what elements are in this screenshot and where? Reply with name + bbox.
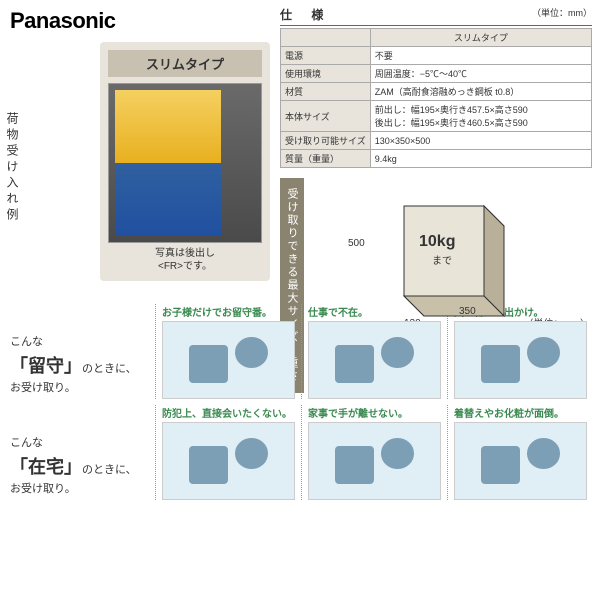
tile-illustration [454,422,587,500]
product-title: スリムタイプ [108,50,262,77]
box-3d-icon [374,196,534,326]
spec-column-header: スリムタイプ [370,29,591,47]
scenario-tile: 着替えやお化粧が面倒。 [447,405,587,500]
section-text: こんな「留守」のときに、お受け取り。 [10,304,155,398]
brand-logo: Panasonic [4,8,276,34]
tile-illustration [454,321,587,399]
spec-row-label: 使用環境 [281,65,371,83]
tile-illustration [308,422,441,500]
spec-row-value: 130×350×500 [370,132,591,150]
spec-row-label: 本体サイズ [281,101,371,132]
product-box: スリムタイプ 写真は後出し <FR>です。 [100,42,270,281]
spec-row-label: 電源 [281,47,371,65]
tile-illustration [162,422,295,500]
tile-label: 着替えやお化粧が面倒。 [454,405,587,420]
scenario-tile: お子様だけでお留守番。 [155,304,295,399]
dim-depth: 350 [459,306,476,317]
spec-row-value: 周囲温度：−5℃〜40℃ [370,65,591,83]
product-side-label: 荷物受け入れ例 [4,112,21,224]
scenarios: こんな「留守」のときに、お受け取り。お子様だけでお留守番。仕事で不在。買い物にお… [0,300,600,510]
size-diagram: 500 350 130 10kg まで （単位：mm） [304,178,592,328]
spec-table: スリムタイプ 電源不要使用環境周囲温度：−5℃〜40℃材質ZAM（高耐食溶融めっ… [280,28,592,168]
spec-row-label: 質量（重量） [281,150,371,168]
spec-row-value: 前出し：幅195×奥行き457.5×高さ590 後出し：幅195×奥行き460.… [370,101,591,132]
spec-unit: （単位：mm） [532,6,592,23]
dim-height: 500 [348,238,365,249]
tile-label: 防犯上、直接会いたくない。 [162,405,295,420]
tile-label: 家事で手が離せない。 [308,405,441,420]
scenario-tile: 家事で手が離せない。 [301,405,441,500]
tile-illustration [162,321,295,399]
spec-header: 仕 様 [280,6,331,23]
section-text: こんな「在宅」のときに、お受け取り。 [10,405,155,499]
tile-label: お子様だけでお留守番。 [162,304,295,319]
scenario-tile: 防犯上、直接会いたくない。 [155,405,295,500]
spec-row-value: 9.4kg [370,150,591,168]
spec-row-value: 不要 [370,47,591,65]
spec-row-label: 受け取り可能サイズ [281,132,371,150]
spec-row-value: ZAM（高耐食溶融めっき鋼板 t0.8） [370,83,591,101]
weight-suffix: まで [432,252,452,267]
tile-illustration [308,321,441,399]
spec-row-label: 材質 [281,83,371,101]
weight-value: 10kg [419,233,455,251]
product-photo [108,83,262,243]
product-caption: 写真は後出し <FR>です。 [108,247,262,273]
